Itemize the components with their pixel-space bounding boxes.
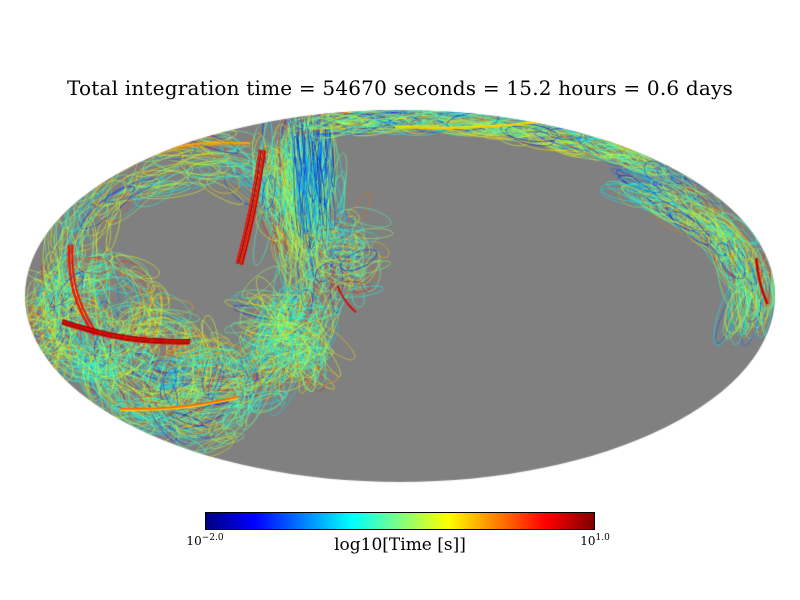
colorbar-tick-min: 10−2.0 [186,533,223,548]
plot-title: Total integration time = 54670 seconds =… [67,76,733,100]
tick-min-exponent: −2.0 [201,533,224,543]
colorbar-tick-max: 101.0 [580,533,610,548]
tick-max-base: 10 [580,534,596,548]
colorbar-gradient [206,513,594,529]
tick-min-base: 10 [186,534,202,548]
colorbar [205,512,595,530]
tick-max-exponent: 1.0 [595,533,610,543]
